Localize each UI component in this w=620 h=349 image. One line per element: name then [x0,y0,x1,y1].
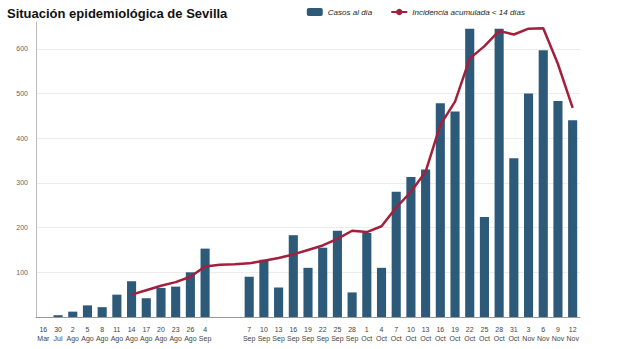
svg-text:2: 2 [71,326,75,333]
svg-text:22: 22 [466,326,474,333]
svg-text:Oct: Oct [464,335,475,342]
svg-text:Ago: Ago [67,335,80,343]
svg-text:Incidencia acumulada < 14 días: Incidencia acumulada < 14 días [412,8,525,17]
svg-text:Nov: Nov [522,335,535,342]
svg-text:8: 8 [100,326,104,333]
svg-text:14: 14 [128,326,136,333]
svg-text:Sep: Sep [346,335,359,343]
svg-text:Sep: Sep [258,335,271,343]
svg-text:28: 28 [348,326,356,333]
svg-text:13: 13 [275,326,283,333]
svg-text:300: 300 [16,179,28,186]
svg-text:31: 31 [510,326,518,333]
svg-text:26: 26 [186,326,194,333]
svg-text:25: 25 [334,326,342,333]
svg-text:Sep: Sep [302,335,315,343]
svg-text:12: 12 [569,326,577,333]
svg-text:3: 3 [527,326,531,333]
svg-text:Ago: Ago [111,335,124,343]
svg-text:7: 7 [247,326,251,333]
svg-text:9: 9 [556,326,560,333]
svg-text:Oct: Oct [435,335,446,342]
svg-text:Oct: Oct [361,335,372,342]
svg-text:Oct: Oct [405,335,416,342]
svg-text:28: 28 [495,326,503,333]
svg-text:100: 100 [16,269,28,276]
svg-text:Ago: Ago [96,335,109,343]
svg-text:25: 25 [481,326,489,333]
svg-text:Oct: Oct [508,335,519,342]
svg-text:6: 6 [541,326,545,333]
svg-text:Ago: Ago [155,335,168,343]
svg-text:4: 4 [203,326,207,333]
svg-text:Oct: Oct [494,335,505,342]
svg-text:Ago: Ago [169,335,182,343]
svg-text:19: 19 [451,326,459,333]
svg-text:5: 5 [86,326,90,333]
svg-text:23: 23 [172,326,180,333]
svg-text:Nov: Nov [566,335,579,342]
svg-text:Ago: Ago [140,335,153,343]
svg-text:Ago: Ago [125,335,138,343]
svg-text:Oct: Oct [420,335,431,342]
svg-text:Mar: Mar [37,335,50,342]
svg-text:Jul: Jul [54,335,63,342]
svg-text:17: 17 [142,326,150,333]
svg-text:600: 600 [16,45,28,52]
svg-text:Ago: Ago [184,335,197,343]
svg-text:Ago: Ago [81,335,94,343]
svg-text:30: 30 [54,326,62,333]
svg-text:19: 19 [304,326,312,333]
svg-text:10: 10 [260,326,268,333]
svg-text:Oct: Oct [479,335,490,342]
svg-text:Oct: Oct [376,335,387,342]
svg-text:22: 22 [319,326,327,333]
svg-text:400: 400 [16,135,28,142]
svg-text:20: 20 [157,326,165,333]
svg-text:Casos al día: Casos al día [328,8,373,17]
svg-text:Sep: Sep [243,335,256,343]
svg-text:Oct: Oct [450,335,461,342]
svg-text:Oct: Oct [391,335,402,342]
svg-text:200: 200 [16,224,28,231]
svg-text:Sep: Sep [199,335,212,343]
svg-text:16: 16 [39,326,47,333]
svg-text:Nov: Nov [537,335,550,342]
svg-text:Sep: Sep [331,335,344,343]
svg-text:16: 16 [289,326,297,333]
svg-text:4: 4 [380,326,384,333]
svg-text:10: 10 [407,326,415,333]
svg-text:Nov: Nov [552,335,565,342]
svg-text:Sep: Sep [272,335,285,343]
svg-text:Sep: Sep [287,335,300,343]
svg-text:16: 16 [436,326,444,333]
svg-text:1: 1 [365,326,369,333]
svg-text:Situación epidemiológica de Se: Situación epidemiológica de Sevilla [7,6,228,21]
svg-text:Sep: Sep [316,335,329,343]
svg-text:500: 500 [16,90,28,97]
svg-text:7: 7 [394,326,398,333]
svg-text:13: 13 [422,326,430,333]
svg-text:11: 11 [113,326,120,333]
